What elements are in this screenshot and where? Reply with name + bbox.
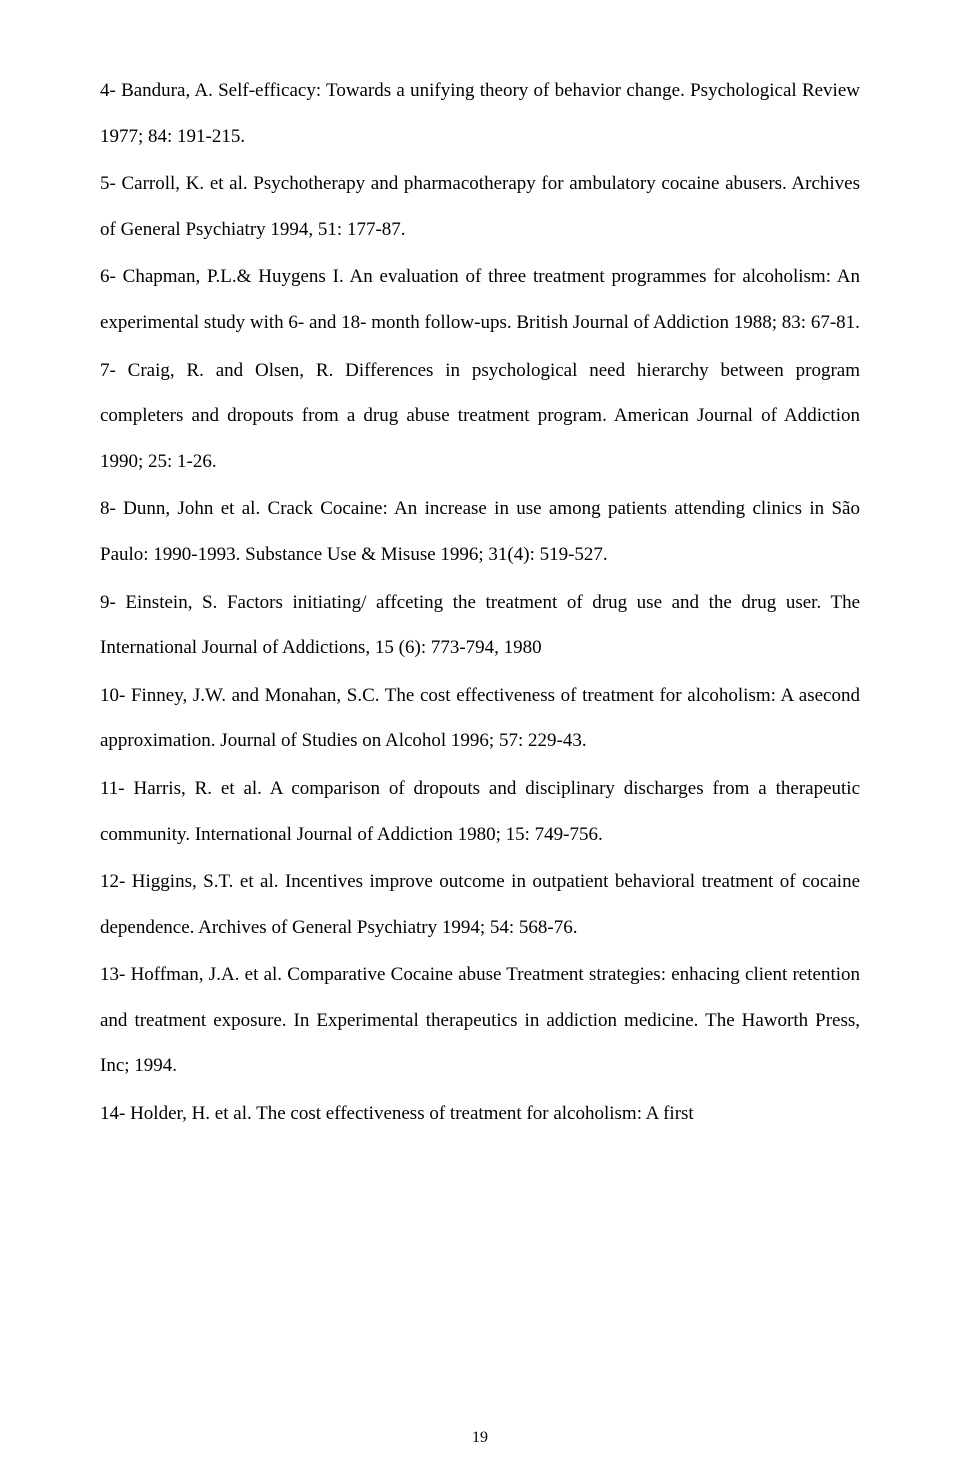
- reference-item: 10- Finney, J.W. and Monahan, S.C. The c…: [100, 673, 860, 764]
- reference-item: 6- Chapman, P.L.& Huygens I. An evaluati…: [100, 254, 860, 345]
- reference-item: 5- Carroll, K. et al. Psychotherapy and …: [100, 161, 860, 252]
- reference-item: 14- Holder, H. et al. The cost effective…: [100, 1091, 860, 1137]
- document-page: 4- Bandura, A. Self-efficacy: Towards a …: [0, 0, 960, 1475]
- reference-item: 13- Hoffman, J.A. et al. Comparative Coc…: [100, 952, 860, 1089]
- reference-item: 11- Harris, R. et al. A comparison of dr…: [100, 766, 860, 857]
- reference-item: 9- Einstein, S. Factors initiating/ affc…: [100, 580, 860, 671]
- reference-item: 4- Bandura, A. Self-efficacy: Towards a …: [100, 68, 860, 159]
- reference-item: 12- Higgins, S.T. et al. Incentives impr…: [100, 859, 860, 950]
- reference-item: 7- Craig, R. and Olsen, R. Differences i…: [100, 348, 860, 485]
- page-number: 19: [0, 1429, 960, 1447]
- reference-item: 8- Dunn, John et al. Crack Cocaine: An i…: [100, 486, 860, 577]
